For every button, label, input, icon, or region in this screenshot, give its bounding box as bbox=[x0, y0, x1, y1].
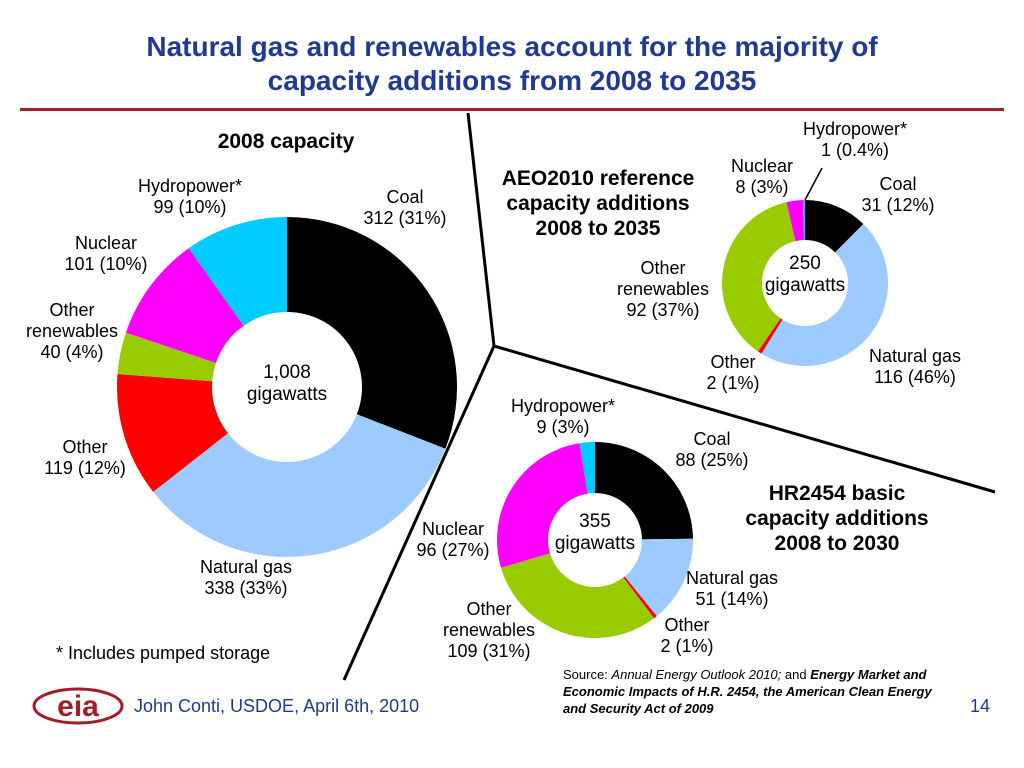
author-credit: John Conti, USDOE, April 6th, 2010 bbox=[134, 696, 420, 716]
slice-other-renewables bbox=[117, 332, 216, 382]
data-label-hydropower: Hydropower* 1 (0.4%) bbox=[803, 119, 907, 160]
donut-chart-2008-capacity: 2008 capacity 1,008 gigawatts Coal 312 (31%)… bbox=[26, 130, 457, 598]
slice-nuclear bbox=[125, 248, 244, 364]
donut-chart-hr2454-additions: HR2454 basic capacity additions 2008 to 20… bbox=[416, 396, 928, 661]
data-label-other-renewables: Other renewables 40 (4%) bbox=[26, 300, 118, 362]
data-label-hydropower: Hydropower* 9 (3%) bbox=[511, 396, 615, 437]
center-total-label: 1,008 gigawatts bbox=[247, 362, 327, 405]
slice-natural-gas bbox=[153, 414, 446, 557]
slice-natural-gas bbox=[761, 223, 888, 366]
donut-chart-aeo2010-additions: AEO2010 reference capacity additions 2008 … bbox=[502, 119, 961, 393]
slice-hydropower bbox=[579, 441, 595, 494]
data-label-natural-gas: Natural gas 338 (33%) bbox=[200, 557, 292, 598]
slice-nuclear bbox=[786, 200, 804, 242]
data-label-coal: Coal 88 (25%) bbox=[675, 429, 748, 470]
footnote: * Includes pumped storage bbox=[56, 643, 271, 663]
hydropower-leader-line bbox=[804, 167, 823, 201]
data-label-other: Other 2 (1%) bbox=[660, 615, 713, 656]
slide-title-line-1: Natural gas and renewables account for t… bbox=[146, 31, 878, 62]
title-divider bbox=[20, 108, 1004, 111]
data-label-natural-gas: Natural gas 116 (46%) bbox=[869, 346, 961, 387]
eia-logo-text: eia bbox=[57, 690, 99, 723]
page-number: 14 bbox=[970, 696, 991, 716]
center-total-label: 355 gigawatts bbox=[555, 511, 635, 554]
data-label-other: Other 119 (12%) bbox=[44, 437, 126, 478]
eia-logo: eia bbox=[30, 686, 126, 731]
slice-other-renewables bbox=[501, 553, 654, 639]
slice-other bbox=[757, 318, 783, 354]
data-label-hydropower: Hydropower* 99 (10%) bbox=[138, 176, 242, 217]
section-divider-line bbox=[493, 344, 996, 494]
data-label-other: Other 2 (1%) bbox=[706, 352, 759, 393]
source-note: Source: Annual Energy Outlook 2010; and … bbox=[563, 666, 948, 717]
section-divider-line bbox=[342, 345, 496, 681]
data-label-other-renewables: Other renewables 92 (37%) bbox=[617, 258, 709, 320]
chart-title: HR2454 basic capacity additions 2008 to 20… bbox=[745, 482, 928, 555]
data-label-nuclear: Nuclear 101 (10%) bbox=[64, 233, 147, 274]
chart-title: 2008 capacity bbox=[218, 130, 355, 153]
slice-coal bbox=[805, 200, 864, 253]
source-title-2: Energy Market and Economic Impacts of H.… bbox=[563, 667, 932, 716]
data-label-nuclear: Nuclear 8 (3%) bbox=[731, 156, 793, 197]
slice-hydropower bbox=[188, 217, 287, 326]
slice-other bbox=[116, 374, 228, 492]
data-label-coal: Coal 31 (12%) bbox=[861, 174, 934, 215]
slice-other bbox=[623, 576, 657, 619]
data-label-nuclear: Nuclear 96 (27%) bbox=[416, 519, 489, 560]
section-divider-line bbox=[466, 112, 496, 347]
source-joiner: and bbox=[781, 667, 811, 682]
source-title-1: Annual Energy Outlook 2010; bbox=[611, 667, 782, 682]
slice-natural-gas bbox=[624, 538, 694, 617]
chart-title: AEO2010 reference capacity additions 2008 … bbox=[502, 167, 695, 240]
data-label-natural-gas: Natural gas 51 (14%) bbox=[686, 568, 778, 609]
source-prefix: Source: bbox=[563, 667, 612, 682]
slice-coal bbox=[287, 217, 457, 449]
center-total-label: 250 gigawatts bbox=[765, 253, 845, 296]
slice-coal bbox=[595, 442, 693, 540]
slide-title-line-2: capacity additions from 2008 to 2035 bbox=[267, 65, 757, 96]
slice-nuclear bbox=[497, 443, 588, 568]
slice-other-renewables bbox=[722, 202, 796, 352]
slide-title: Natural gas and renewables account for t… bbox=[0, 30, 1024, 98]
section-dividers bbox=[342, 112, 996, 681]
slice-hydropower bbox=[802, 200, 805, 241]
data-label-coal: Coal 312 (31%) bbox=[363, 187, 446, 228]
data-label-other-renewables: Other renewables 109 (31%) bbox=[443, 599, 535, 661]
